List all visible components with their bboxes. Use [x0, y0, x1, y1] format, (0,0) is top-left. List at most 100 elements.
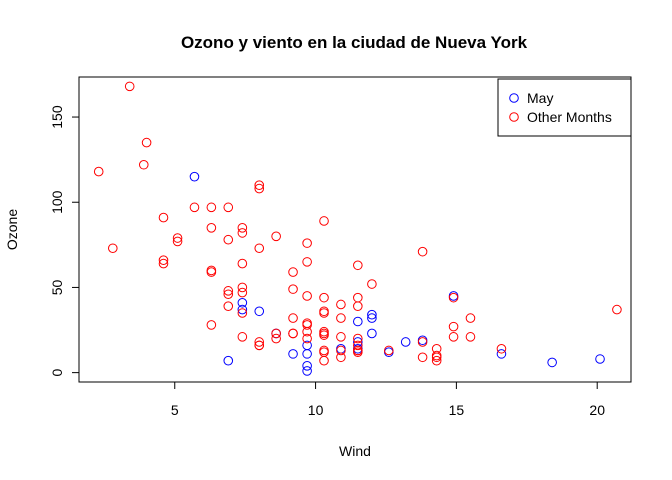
point-other-months — [353, 333, 363, 344]
point-other-months — [336, 345, 346, 356]
point-other-months — [336, 299, 346, 310]
point-other-months — [107, 243, 118, 254]
point-may — [288, 349, 298, 359]
point-other-months — [417, 246, 428, 257]
point-other-months — [189, 202, 200, 213]
y-tick-label: 150 — [49, 105, 65, 129]
legend-label-may: May — [527, 90, 553, 106]
point-other-months — [496, 343, 507, 354]
point-may — [223, 355, 234, 366]
point-other-months — [172, 236, 183, 247]
point-other-months — [271, 333, 281, 344]
point-other-months — [353, 301, 363, 311]
point-other-months — [172, 233, 183, 243]
point-other-months — [237, 332, 248, 342]
legend-marker-may — [509, 93, 519, 103]
point-other-months — [158, 212, 169, 223]
point-other-months — [223, 202, 234, 213]
x-tick-label: 10 — [308, 402, 324, 418]
x-tick-label: 15 — [449, 402, 465, 418]
point-other-months — [417, 352, 428, 363]
y-tick-label: 0 — [49, 369, 65, 377]
point-other-months — [93, 166, 104, 177]
point-other-months — [237, 308, 248, 318]
point-other-months — [353, 260, 363, 271]
point-may — [237, 297, 248, 308]
point-other-months — [124, 81, 135, 92]
point-other-months — [465, 313, 476, 323]
x-axis: 5 10 15 20 — [171, 381, 605, 418]
point-other-months — [417, 337, 428, 347]
point-other-months — [353, 340, 363, 351]
point-may — [302, 361, 312, 371]
point-other-months — [237, 222, 248, 233]
point-may — [302, 349, 312, 359]
point-other-months — [431, 355, 442, 366]
point-other-months — [138, 159, 149, 170]
point-other-months — [319, 216, 329, 226]
x-tick-label: 5 — [171, 402, 179, 418]
point-other-months — [336, 313, 346, 323]
x-axis-label: Wind — [339, 443, 371, 459]
point-other-months — [206, 320, 217, 330]
point-may — [367, 309, 377, 320]
point-may — [302, 366, 312, 376]
point-other-months — [302, 238, 312, 248]
point-other-months — [448, 332, 459, 342]
point-other-months — [319, 328, 329, 339]
point-other-months — [612, 304, 622, 315]
y-axis-label: Ozone — [4, 209, 20, 250]
point-other-months — [206, 267, 217, 277]
point-may — [237, 304, 248, 315]
point-other-months — [336, 332, 346, 342]
point-other-months — [448, 321, 459, 332]
point-may — [496, 349, 507, 359]
legend: May Other Months — [497, 78, 632, 137]
point-may — [353, 316, 363, 327]
point-other-months — [383, 345, 394, 356]
point-other-months — [353, 292, 363, 303]
point-other-months — [271, 231, 281, 242]
data-points — [93, 81, 622, 376]
point-may — [400, 337, 411, 347]
point-may — [367, 313, 377, 323]
point-other-months — [271, 328, 281, 339]
chart-title: Ozono y viento en la ciudad de Nueva Yor… — [181, 33, 528, 52]
point-may — [595, 354, 605, 364]
point-other-months — [254, 340, 265, 351]
point-may — [189, 171, 200, 182]
y-tick-label: 50 — [49, 279, 65, 295]
point-may — [547, 357, 557, 368]
point-other-months — [254, 183, 265, 194]
point-other-months — [237, 287, 248, 298]
point-other-months — [254, 180, 265, 190]
point-other-months — [223, 289, 234, 300]
point-other-months — [431, 350, 442, 361]
point-other-months — [336, 352, 346, 363]
point-other-months — [448, 292, 459, 303]
point-other-months — [288, 328, 298, 339]
point-other-months — [302, 257, 312, 267]
point-other-months — [288, 267, 298, 277]
point-other-months — [319, 355, 329, 366]
point-other-months — [158, 258, 169, 269]
point-other-months — [158, 255, 169, 265]
point-may — [367, 328, 377, 339]
point-other-months — [288, 284, 298, 294]
legend-box — [497, 78, 632, 137]
point-other-months — [254, 243, 265, 254]
point-other-months — [254, 337, 265, 347]
point-other-months — [206, 202, 217, 213]
y-tick-label: 100 — [49, 190, 65, 214]
y-axis: 0 50 100 150 — [49, 105, 80, 377]
legend-label-other-months: Other Months — [527, 109, 612, 125]
point-other-months — [237, 228, 248, 238]
point-may — [254, 306, 265, 317]
point-other-months — [237, 258, 248, 269]
point-other-months — [302, 326, 312, 337]
point-other-months — [367, 279, 377, 289]
point-other-months — [353, 345, 363, 356]
point-other-months — [206, 222, 217, 233]
